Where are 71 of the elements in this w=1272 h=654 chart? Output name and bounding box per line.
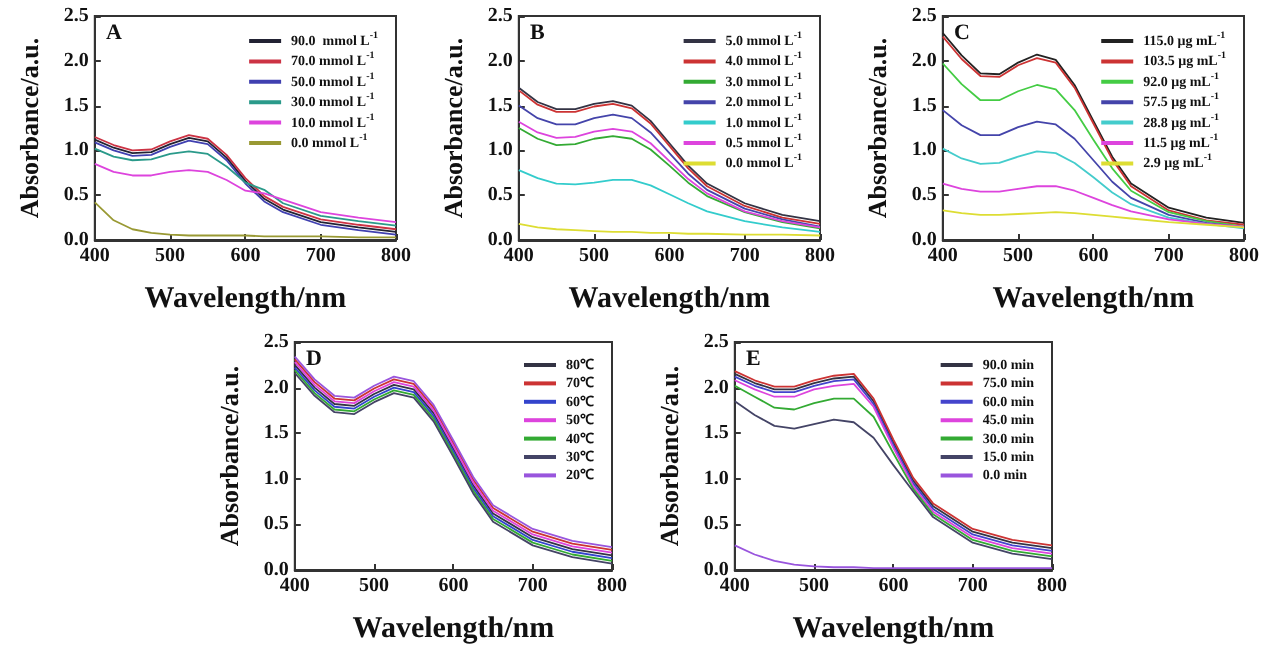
y-tick-label: 2.5 (703, 331, 729, 353)
x-tick-label: 800 (1229, 245, 1259, 267)
line-series (941, 182, 1245, 228)
y-tick-label: 0.5 (263, 513, 289, 536)
x-axis-title: Wavelength/nm (992, 283, 1196, 315)
x-tick-label: 600 (438, 575, 469, 597)
y-tick-label: 2.5 (911, 5, 937, 27)
y-tick-label: 2.0 (63, 49, 89, 72)
y-axis-title: Absorbance/a.u. (654, 365, 684, 547)
x-tick-label: 800 (381, 245, 411, 267)
y-tick-label: 1.0 (263, 467, 289, 490)
x-tick-label: 600 (654, 245, 685, 267)
annotation: E (746, 347, 761, 371)
line-series (941, 62, 1245, 228)
x-tick-label: 400 (79, 245, 110, 267)
y-axis-title: Absorbance/a.u. (862, 37, 892, 219)
y-tick-label: 2.0 (263, 376, 289, 399)
annotation: B (530, 21, 546, 45)
x-tick-label: 800 (1037, 575, 1067, 597)
y-tick-label: 0.5 (487, 184, 513, 207)
y-tick-label: 1.5 (487, 94, 513, 117)
x-tick-label: 400 (719, 575, 750, 597)
line-series (941, 209, 1245, 229)
x-tick-label: 700 (517, 575, 548, 597)
annotation: A (106, 21, 122, 45)
x-tick-label: 500 (1003, 245, 1034, 267)
annotation: C (954, 21, 970, 45)
y-tick-label: 1.0 (63, 139, 89, 162)
y-tick-label: 0.5 (911, 184, 937, 207)
y-tick-label: 1.5 (263, 422, 289, 445)
x-tick-label: 500 (579, 245, 610, 267)
x-tick-label: 500 (799, 575, 830, 597)
y-axis-title: Absorbance/a.u. (14, 37, 44, 219)
x-tick-label: 700 (305, 245, 336, 267)
y-tick-label: 2.5 (63, 5, 89, 27)
x-tick-label: 400 (927, 245, 958, 267)
x-axis-title: Wavelength/nm (144, 283, 348, 315)
y-tick-label: 2.5 (263, 331, 289, 353)
x-tick-label: 500 (155, 245, 186, 267)
line-series (941, 147, 1245, 230)
y-tick-label: 2.0 (703, 376, 729, 399)
y-tick-label: 2.0 (911, 49, 937, 72)
y-tick-label: 0.5 (703, 513, 729, 536)
x-axis-title: Wavelength/nm (568, 283, 772, 315)
y-tick-label: 1.0 (703, 467, 729, 490)
x-tick-label: 700 (1153, 245, 1184, 267)
x-tick-label: 800 (597, 575, 627, 597)
x-axis-title: Wavelength/nm (792, 613, 996, 645)
x-axis-title: Wavelength/nm (352, 613, 556, 645)
x-tick-label: 600 (878, 575, 909, 597)
y-tick-label: 1.5 (63, 94, 89, 117)
x-tick-label: 700 (729, 245, 760, 267)
y-tick-label: 1.5 (911, 94, 937, 117)
y-tick-label: 2.5 (487, 5, 513, 27)
y-axis-title: Absorbance/a.u. (214, 365, 244, 547)
y-tick-label: 2.0 (487, 49, 513, 72)
line-series (93, 162, 397, 223)
x-tick-label: 400 (279, 575, 310, 597)
y-axis-title: Absorbance/a.u. (438, 37, 468, 219)
annotation: D (306, 347, 322, 371)
x-tick-label: 800 (805, 245, 835, 267)
y-tick-label: 1.0 (911, 139, 937, 162)
line-series (517, 169, 821, 233)
x-tick-label: 500 (359, 575, 390, 597)
x-tick-label: 400 (503, 245, 534, 267)
y-tick-label: 1.0 (487, 139, 513, 162)
x-tick-label: 600 (1078, 245, 1109, 267)
y-tick-label: 0.5 (63, 184, 89, 207)
y-tick-label: 1.5 (703, 422, 729, 445)
x-tick-label: 700 (957, 575, 988, 597)
x-tick-label: 600 (230, 245, 261, 267)
